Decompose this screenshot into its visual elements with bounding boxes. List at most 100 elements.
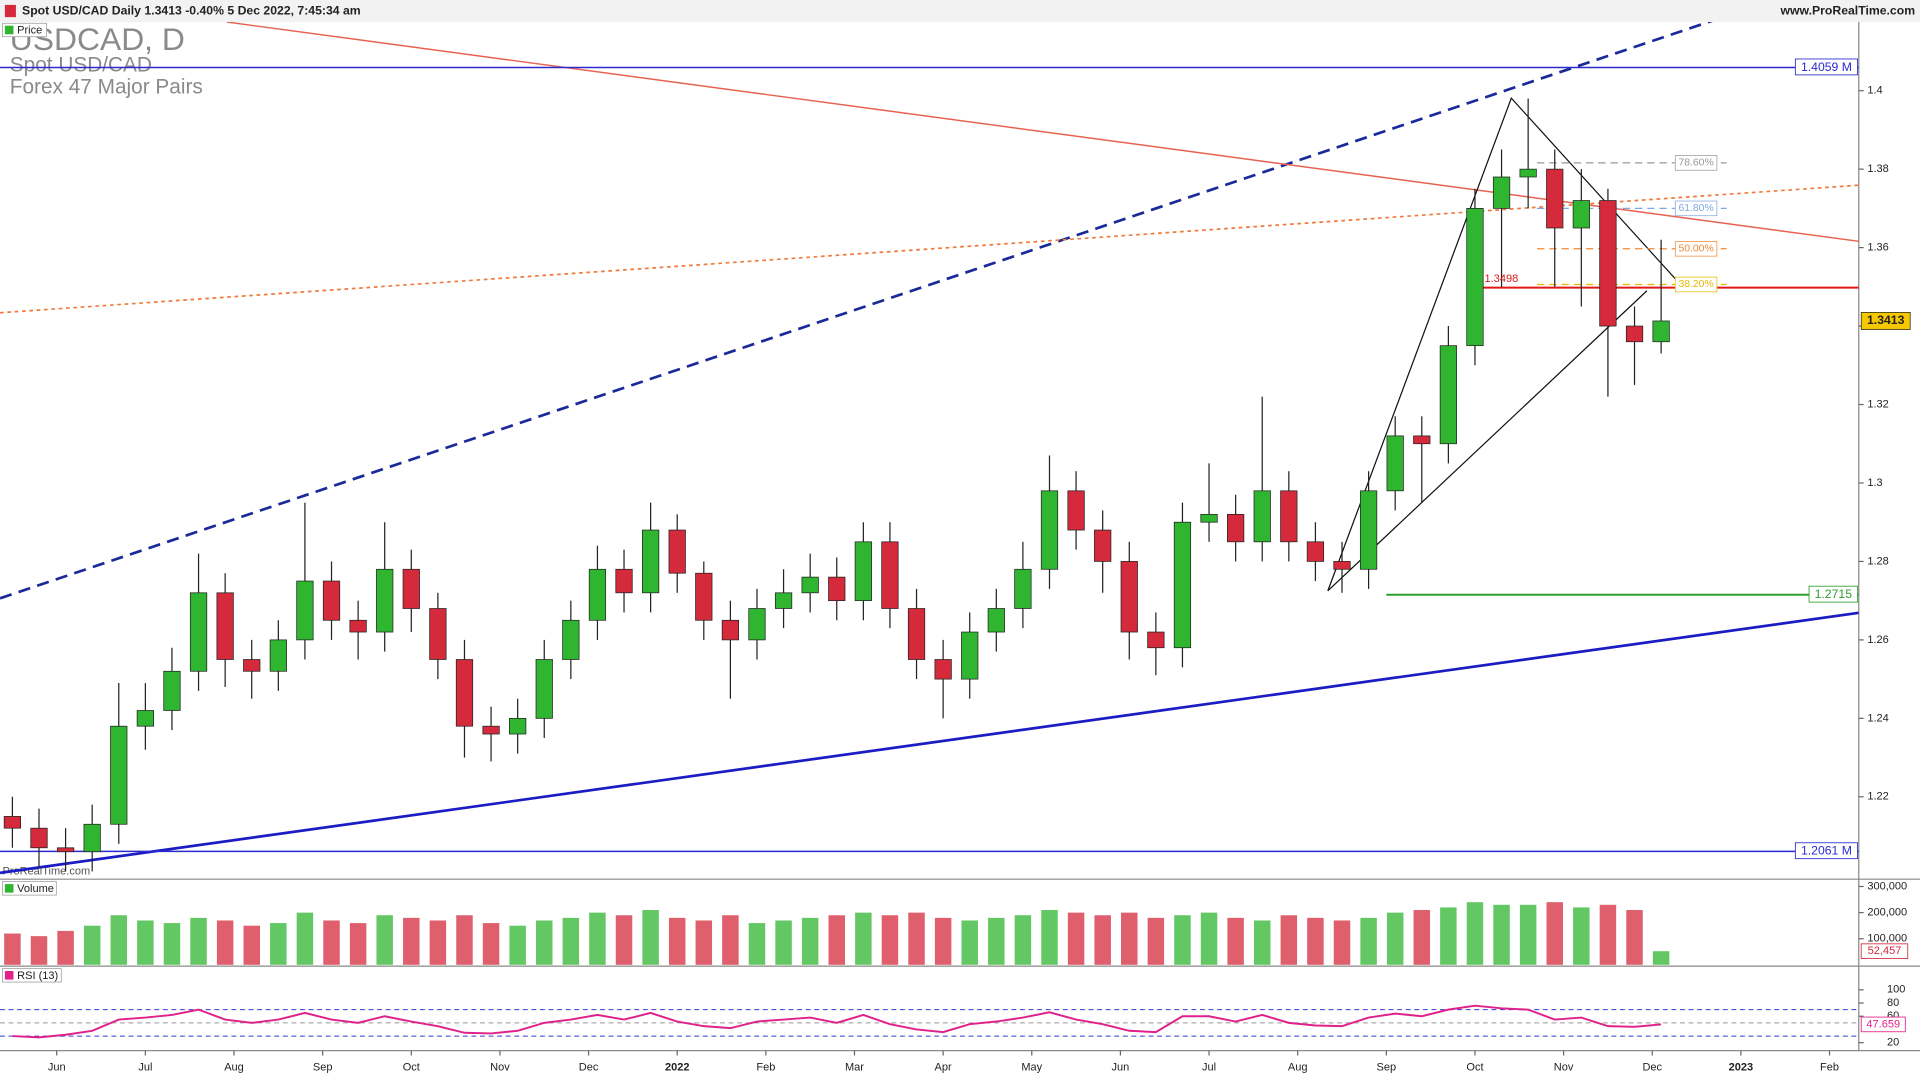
header-title: Spot USD/CAD Daily 1.3413 -0.40% 5 Dec 2… — [22, 3, 361, 17]
y-tick-label: 1.38 — [1867, 163, 1888, 175]
x-tick-label: Sep — [1377, 1062, 1397, 1074]
line-label-box — [1794, 58, 1858, 76]
fib-label: 61.80% — [1678, 203, 1713, 214]
rsi-legend: RSI (13) — [17, 970, 58, 982]
volume-bar — [908, 912, 925, 965]
volume-bar — [855, 912, 872, 965]
candle-body — [1253, 490, 1271, 543]
volume-bar — [1094, 915, 1111, 965]
volume-bar — [1200, 912, 1218, 965]
x-tick-label: Apr — [935, 1062, 952, 1074]
fib-label: 38.20% — [1678, 279, 1713, 290]
volume-bar — [1147, 917, 1165, 965]
volume-bar — [615, 915, 633, 965]
candle-body — [376, 568, 394, 633]
x-tick-label: Jun — [48, 1062, 66, 1074]
volume-bar — [1041, 910, 1058, 965]
candle-body — [934, 659, 952, 680]
y-tick-label: 1.3 — [1867, 477, 1882, 489]
trendline — [0, 22, 1713, 600]
x-tick-label: Dec — [579, 1062, 599, 1074]
candle-body — [1333, 561, 1351, 570]
candle-body — [1652, 320, 1670, 343]
line-label: 1.4059 M — [1801, 60, 1852, 74]
candle-body — [402, 568, 420, 609]
x-tick-label: Feb — [1820, 1062, 1839, 1074]
volume-bar — [163, 923, 181, 965]
y-tick-label: 1.4 — [1867, 85, 1882, 97]
header-bar — [0, 0, 1920, 23]
volume-bar — [1121, 912, 1138, 965]
candle-body — [30, 827, 48, 849]
last-rsi: 47.659 — [1866, 1018, 1900, 1030]
rsi-line — [12, 1004, 1662, 1039]
x-tick-label: May — [1021, 1062, 1042, 1074]
volume-bar — [801, 917, 819, 965]
volume-bar — [1253, 920, 1271, 965]
x-tick-label: Jun — [1112, 1062, 1130, 1074]
y-tick-label: 1.24 — [1867, 712, 1888, 724]
x-tick-label: 2022 — [665, 1062, 690, 1074]
trendline — [1327, 290, 1648, 592]
candle-body — [1599, 200, 1617, 327]
trendline — [0, 611, 1859, 875]
volume-bar — [536, 920, 553, 965]
volume-bar — [828, 915, 846, 965]
candle-body — [269, 639, 287, 672]
candle-body — [961, 631, 979, 680]
volume-bar — [296, 912, 314, 965]
volume-bar — [83, 925, 101, 965]
volume-bar — [349, 923, 367, 965]
volume-bar — [1599, 904, 1617, 965]
x-tick-label: Dec — [1642, 1062, 1662, 1074]
last-volume-box — [1860, 943, 1909, 959]
candle-body — [854, 541, 872, 602]
y-tick-label: 1.32 — [1867, 398, 1888, 410]
fib-label: 78.60% — [1678, 158, 1713, 169]
y-tick-label: 1.28 — [1867, 555, 1888, 567]
price-legend: Price — [17, 25, 42, 37]
candle-body — [1439, 345, 1457, 445]
candle-body — [721, 619, 740, 641]
candle-body — [322, 580, 341, 621]
volume-bar — [243, 925, 260, 965]
candle-body — [801, 576, 819, 594]
x-tick-label: Oct — [1466, 1062, 1483, 1074]
candle-body — [1466, 208, 1484, 347]
rsi-tick-label: 20 — [1887, 1037, 1899, 1049]
trendline — [1327, 96, 1679, 592]
volume-bar — [110, 915, 128, 965]
y-tick-label: 1.36 — [1867, 242, 1888, 254]
candle-body — [136, 710, 154, 727]
volume-bar — [988, 917, 1005, 965]
candle-body — [349, 619, 367, 633]
rsi-legend-icon — [4, 971, 14, 980]
volume-bar — [429, 920, 447, 965]
x-tick-label: Aug — [1288, 1062, 1308, 1074]
volume-legend-icon — [4, 884, 14, 893]
volume-bar — [1174, 915, 1191, 965]
volume-bar — [509, 925, 526, 965]
candle-body — [642, 529, 660, 594]
candle-body — [1413, 435, 1431, 445]
volume-bar — [668, 917, 686, 965]
candle-body — [987, 608, 1005, 633]
volume-bar — [934, 917, 952, 965]
x-tick-label: Jul — [1202, 1062, 1216, 1074]
candle-body — [1147, 631, 1165, 649]
volume-tick-label: 300,000 — [1867, 880, 1907, 892]
volume-bar — [695, 920, 713, 965]
candle-body — [1200, 513, 1218, 523]
volume-bar — [1413, 910, 1431, 965]
x-tick-label: 2023 — [1729, 1062, 1754, 1074]
rsi-legend-box — [2, 968, 62, 983]
volume-bar — [722, 915, 739, 965]
volume-bar — [1307, 917, 1324, 965]
axes: Jun Jul Aug Sep Oct Nov Dec 2022 Feb Mar Apr May Jun… — [48, 58, 1911, 1074]
candle-body — [881, 541, 899, 609]
candle-body — [1040, 490, 1059, 570]
candle-body — [1359, 490, 1378, 570]
volume-bar — [748, 923, 766, 965]
watermark-group: Forex 47 Major Pairs — [10, 76, 203, 99]
